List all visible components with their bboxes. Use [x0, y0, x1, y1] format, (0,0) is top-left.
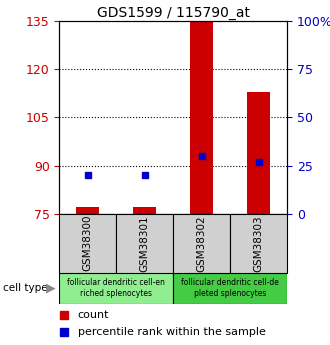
- Bar: [247, 91, 270, 214]
- Bar: [173, 214, 230, 273]
- Text: follicular dendritic cell-de
pleted splenocytes: follicular dendritic cell-de pleted sple…: [181, 278, 279, 298]
- Bar: [173, 273, 287, 304]
- Bar: [77, 207, 99, 214]
- Text: GSM38302: GSM38302: [197, 215, 207, 272]
- Bar: [116, 214, 173, 273]
- Text: count: count: [78, 310, 109, 320]
- Bar: [190, 21, 213, 214]
- Text: ▶: ▶: [46, 282, 56, 295]
- Text: cell type: cell type: [3, 283, 48, 293]
- Text: GSM38301: GSM38301: [140, 215, 150, 272]
- Bar: [59, 214, 116, 273]
- Text: GSM38303: GSM38303: [254, 215, 264, 272]
- Text: GSM38300: GSM38300: [83, 215, 93, 272]
- Bar: [133, 207, 156, 214]
- Text: follicular dendritic cell-en
riched splenocytes: follicular dendritic cell-en riched sple…: [67, 278, 165, 298]
- Title: GDS1599 / 115790_at: GDS1599 / 115790_at: [97, 6, 250, 20]
- Text: percentile rank within the sample: percentile rank within the sample: [78, 327, 266, 337]
- Bar: [59, 273, 173, 304]
- Bar: [230, 214, 287, 273]
